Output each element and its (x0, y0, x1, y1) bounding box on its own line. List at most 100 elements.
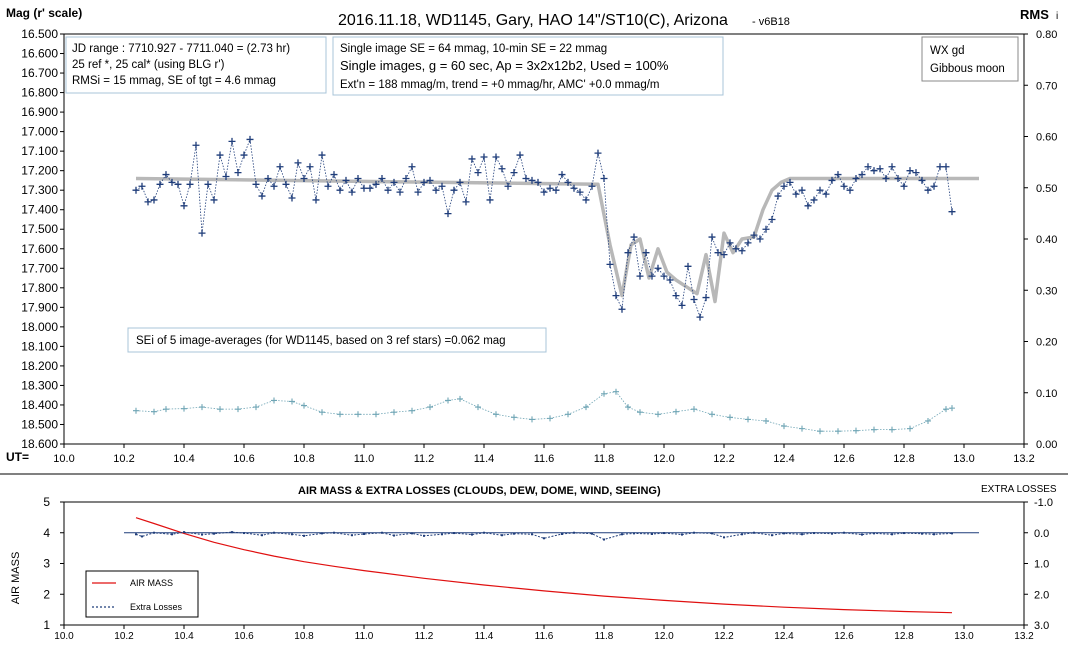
top-xtick-label: 13.0 (953, 453, 974, 465)
target-point (444, 210, 452, 218)
top-xtick-label: 10.4 (173, 453, 194, 465)
extra-losses-point (681, 533, 683, 536)
target-point (654, 264, 662, 272)
target-point (462, 198, 470, 206)
target-point (714, 249, 722, 257)
top-xtick-label: 12.8 (893, 453, 914, 465)
rms-point (943, 406, 949, 413)
top-xtick-label: 10.6 (233, 453, 254, 465)
top-ytick-label: 16.700 (21, 66, 58, 80)
target-point (504, 182, 512, 190)
rms-point (565, 411, 571, 418)
top-xtick-label: 12.0 (653, 453, 674, 465)
extra-losses-point (771, 534, 773, 537)
target-point (906, 167, 914, 175)
target-point (738, 247, 746, 255)
target-point (642, 249, 650, 257)
top-ytick-label: 17.500 (21, 222, 58, 236)
target-point (930, 182, 938, 190)
target-point (918, 176, 926, 184)
rms-point (613, 388, 619, 395)
extra-losses-point (453, 532, 455, 535)
top-ylabel-right-sub: i (1056, 11, 1058, 22)
top-ytick-label: 17.000 (21, 125, 58, 139)
top-xtick-label: 10.0 (53, 453, 74, 465)
bottom-xtick-label: 11.2 (415, 631, 434, 642)
rms-point (691, 406, 697, 413)
target-point (750, 231, 758, 239)
target-point (648, 272, 656, 280)
extra-losses-point (531, 533, 533, 536)
legend-airmass-label: AIR MASS (130, 578, 173, 588)
target-point (438, 182, 446, 190)
extra-losses-point (813, 532, 815, 535)
top-ytick-label: 18.600 (21, 437, 58, 451)
rms-point (745, 416, 751, 423)
target-point (258, 192, 266, 200)
target-point (762, 225, 770, 233)
target-point (492, 153, 500, 161)
target-point (222, 173, 230, 181)
bottom-plot-frame (63, 501, 1025, 626)
extra-losses-point (363, 532, 365, 535)
target-point (510, 169, 518, 177)
bottom-xtick-label: 11.6 (535, 631, 554, 642)
target-point (846, 186, 854, 194)
target-point (774, 192, 782, 200)
rms-point (583, 404, 589, 411)
target-point (186, 180, 194, 188)
rms-point (457, 395, 463, 402)
rms-point (217, 406, 223, 413)
target-point (576, 188, 584, 196)
target-point (582, 196, 590, 204)
top-xtick-label: 11.0 (354, 453, 375, 465)
target-point (588, 182, 596, 190)
target-point (672, 292, 680, 300)
extra-losses-point (651, 532, 653, 535)
top-xtick-label: 13.2 (1013, 453, 1034, 465)
target-point (294, 159, 302, 167)
target-point (828, 176, 836, 184)
rms-point (853, 427, 859, 434)
target-point (720, 251, 728, 259)
bottom-xtick-label: 12.2 (714, 631, 734, 642)
rms-point (799, 425, 805, 432)
rms-point (625, 404, 631, 411)
target-point (834, 171, 842, 179)
target-point (792, 190, 800, 198)
extra-losses-point (891, 533, 893, 536)
rms-point (511, 414, 517, 421)
rms-point (427, 404, 433, 411)
extra-losses-line (135, 531, 953, 541)
extra-losses-point (243, 532, 245, 535)
extra-losses-point (273, 531, 275, 534)
top-y2tick-label: 0.70 (1036, 80, 1057, 92)
extra-losses-point (753, 531, 755, 534)
top-y2tick-label: 0.60 (1036, 132, 1057, 144)
rms-point (163, 406, 169, 413)
info-box-range: JD range : 7710.927 - 7711.040 = (2.73 h… (65, 36, 327, 94)
top-y2tick-label: 0.20 (1036, 337, 1057, 349)
rms-point (925, 417, 931, 424)
target-point (912, 169, 920, 177)
target-point (612, 292, 620, 300)
extra-losses-point (741, 533, 743, 536)
target-point (456, 178, 464, 186)
bottom-ytick-label: 5 (43, 495, 50, 509)
target-point (852, 174, 860, 182)
target-point (432, 186, 440, 194)
target-point (414, 188, 422, 196)
target-point (378, 174, 386, 182)
bottom-xtick-label: 11.8 (595, 631, 614, 642)
bottom-ytick-label: 1 (43, 618, 50, 632)
extra-losses-point (861, 533, 863, 536)
target-point (288, 194, 296, 202)
rms-point (763, 417, 769, 424)
top-y2tick-label: 0.40 (1036, 234, 1057, 246)
target-point (864, 163, 872, 171)
rms-point (817, 428, 823, 435)
target-point (666, 276, 674, 284)
target-point (840, 182, 848, 190)
target-point (810, 196, 818, 204)
